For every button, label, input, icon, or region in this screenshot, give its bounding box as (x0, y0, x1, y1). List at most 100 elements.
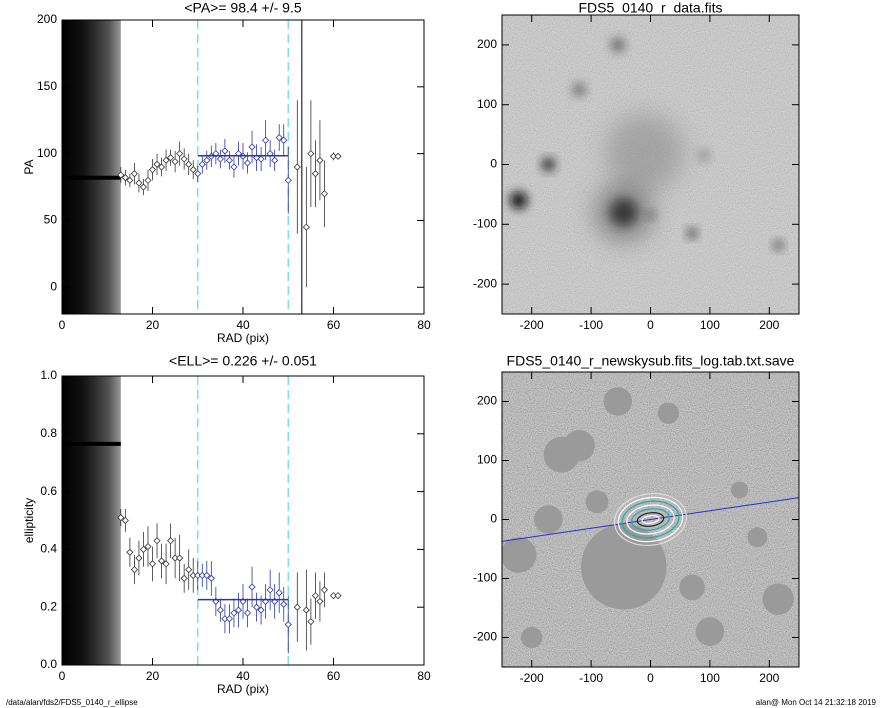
y-tick-label: 0.0 (40, 657, 57, 671)
y-tick-label: 100 (37, 146, 57, 160)
data-point (275, 589, 283, 597)
panel: <PA>= 98.4 +/- 9.5 0 20 40 60 80 0 50 100 150 200 R… (22, 0, 431, 345)
isophote (621, 500, 680, 539)
y-tick-label: -100 (473, 571, 497, 585)
data-point (162, 560, 170, 568)
pa-line (502, 497, 799, 542)
x-axis-label: RAD (pix) (217, 682, 269, 696)
data-point (293, 163, 301, 171)
data-point (153, 160, 161, 168)
data-point (162, 156, 170, 164)
y-tick-label: 100 (477, 97, 497, 111)
data-point (302, 223, 310, 231)
y-tick-label: 0.2 (40, 599, 57, 613)
data-point (148, 560, 157, 568)
source (698, 149, 710, 162)
mask (543, 436, 580, 473)
mask (679, 574, 705, 601)
data-point (284, 620, 292, 629)
y-tick-label: 1.0 (40, 368, 57, 382)
data-point (148, 166, 157, 174)
data-point (334, 152, 342, 160)
x-tick-label: 80 (417, 669, 431, 683)
data-point (153, 537, 161, 545)
data-point (185, 160, 193, 168)
source (646, 211, 655, 220)
frame (501, 14, 800, 315)
plot-clip (117, 100, 342, 288)
data-point (216, 606, 224, 614)
data-point (225, 615, 233, 623)
mask (747, 527, 768, 548)
data-point (257, 155, 265, 163)
data-point (121, 174, 129, 182)
data-point (157, 557, 166, 565)
x-tick-label: -200 (520, 318, 544, 332)
data-point (262, 136, 270, 144)
data-point (225, 156, 233, 164)
panel-title: <PA>= 98.4 +/- 9.5 (184, 0, 301, 16)
source (572, 83, 586, 97)
isophote (641, 514, 660, 525)
source (510, 191, 528, 209)
data-point (248, 143, 256, 151)
isophote (617, 496, 684, 543)
y-tick-label: 100 (477, 453, 497, 467)
data-point (334, 592, 342, 600)
x-tick-label: -100 (579, 318, 603, 332)
x-tick-label: 200 (759, 318, 779, 332)
isophote (626, 504, 675, 535)
data-point (180, 574, 188, 582)
data-point (230, 609, 238, 617)
data-point (293, 603, 301, 611)
data-point (176, 554, 184, 562)
mask (657, 402, 680, 424)
x-tick-label: -200 (520, 671, 544, 685)
footer-left: /data/alan/fds2/FDS5_0140_r_ellipse (6, 698, 138, 707)
data-point (280, 600, 288, 608)
x-tick-label: 0 (647, 318, 654, 332)
y-axis-label: PA (22, 159, 36, 174)
data-point (316, 597, 324, 605)
panel: FDS5_0140_r_newskysub.fits_log.tab.txt.s… (473, 353, 800, 685)
data-point (126, 176, 134, 184)
y-tick-label: -200 (473, 276, 497, 290)
data-point (311, 592, 319, 600)
data-point (130, 566, 138, 574)
y-tick-label: 0 (490, 157, 497, 171)
data-point (139, 545, 148, 553)
y-tick-label: 0.6 (40, 484, 57, 498)
data-point (171, 158, 179, 166)
y-tick-label: 0 (50, 279, 57, 293)
y-tick-label: 0.4 (40, 542, 57, 556)
data-point (121, 516, 129, 525)
data-point (234, 606, 243, 614)
data-point (275, 134, 283, 142)
data-point (307, 618, 315, 626)
x-tick-label: 60 (327, 669, 341, 683)
mask (731, 481, 749, 499)
data-point (117, 514, 125, 522)
isophote (631, 508, 670, 531)
panel: FDS5_0140_r_data.fits -200 -100 0 100 200 -200… (473, 0, 800, 332)
y-tick-label: -200 (473, 630, 497, 644)
source (773, 240, 784, 251)
x-tick-label: 20 (146, 669, 160, 683)
image (502, 372, 799, 667)
data-point (167, 537, 175, 545)
x-tick-label: 80 (417, 318, 431, 332)
data-point (248, 583, 256, 591)
data-point (216, 155, 224, 163)
data-point (230, 163, 238, 171)
source (541, 158, 555, 171)
data-point (320, 586, 329, 594)
isophote (636, 512, 665, 527)
data-point (189, 166, 197, 174)
panel-title: <ELL>= 0.226 +/- 0.051 (169, 353, 317, 369)
data-point (266, 586, 274, 594)
data-point (180, 155, 188, 163)
x-tick-label: 40 (236, 318, 250, 332)
y-tick-label: 200 (477, 37, 497, 51)
data-point (144, 176, 152, 184)
